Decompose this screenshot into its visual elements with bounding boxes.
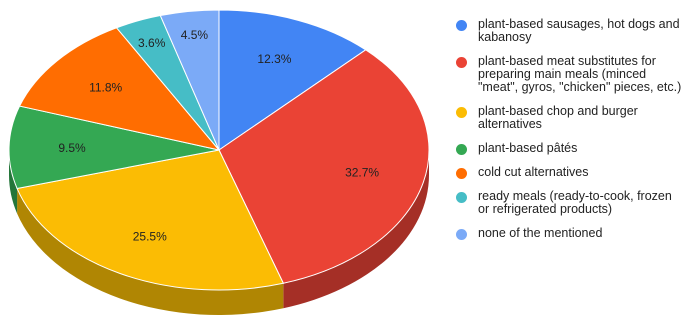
legend-item-2[interactable]: plant-based chop and burger alternatives bbox=[456, 105, 686, 131]
pie-sides bbox=[9, 150, 429, 316]
legend-swatch bbox=[456, 107, 467, 118]
slice-label-2: 25.5% bbox=[133, 229, 167, 243]
legend-item-6[interactable]: none of the mentioned bbox=[456, 227, 686, 240]
pie-slice-6[interactable] bbox=[159, 9, 220, 151]
pie-slice-0[interactable] bbox=[218, 9, 367, 151]
pie-side-3 bbox=[9, 150, 18, 214]
legend-swatch bbox=[456, 57, 467, 68]
slice-label-4: 11.8% bbox=[89, 81, 122, 95]
pie-slice-1[interactable] bbox=[218, 49, 430, 284]
legend-item-0[interactable]: plant-based sausages, hot dogs and kaban… bbox=[456, 18, 686, 44]
slice-labels: 12.3% 32.7% 25.5% 9.5% 11.8% 3.6% 4.5% bbox=[58, 28, 379, 243]
slice-label-0: 12.3% bbox=[257, 52, 291, 66]
legend-label: ready meals (ready-to-cook, frozen or re… bbox=[478, 189, 672, 216]
legend-label: plant-based pâtés bbox=[478, 141, 578, 155]
chart-legend: plant-based sausages, hot dogs and kaban… bbox=[456, 18, 686, 251]
pie-chart: 12.3% 32.7% 25.5% 9.5% 11.8% 3.6% 4.5% bbox=[8, 9, 430, 316]
legend-item-1[interactable]: plant-based meat substitutes for prepari… bbox=[456, 55, 686, 94]
slice-label-5: 3.6% bbox=[138, 36, 166, 50]
legend-swatch bbox=[456, 229, 467, 240]
legend-item-5[interactable]: ready meals (ready-to-cook, frozen or re… bbox=[456, 190, 686, 216]
legend-item-3[interactable]: plant-based pâtés bbox=[456, 142, 686, 155]
legend-swatch bbox=[456, 144, 467, 155]
slice-label-1: 32.7% bbox=[345, 165, 379, 179]
pie-side-1 bbox=[283, 150, 429, 309]
pie-slice-3[interactable] bbox=[8, 105, 220, 190]
pie-slices bbox=[8, 9, 430, 291]
slice-label-6: 4.5% bbox=[181, 28, 209, 42]
pie-slice-4[interactable] bbox=[18, 27, 221, 151]
pie-slice-2[interactable] bbox=[16, 149, 285, 291]
legend-label: cold cut alternatives bbox=[478, 165, 589, 179]
legend-label: plant-based chop and burger alternatives bbox=[478, 104, 638, 131]
pie-side-2 bbox=[17, 188, 284, 316]
legend-swatch bbox=[456, 20, 467, 31]
legend-label: none of the mentioned bbox=[478, 226, 603, 240]
legend-label: plant-based sausages, hot dogs and kaban… bbox=[478, 17, 680, 44]
slice-label-3: 9.5% bbox=[58, 141, 86, 155]
legend-swatch bbox=[456, 168, 467, 179]
legend-label: plant-based meat substitutes for prepari… bbox=[478, 54, 682, 94]
legend-swatch bbox=[456, 192, 467, 203]
legend-item-4[interactable]: cold cut alternatives bbox=[456, 166, 686, 179]
